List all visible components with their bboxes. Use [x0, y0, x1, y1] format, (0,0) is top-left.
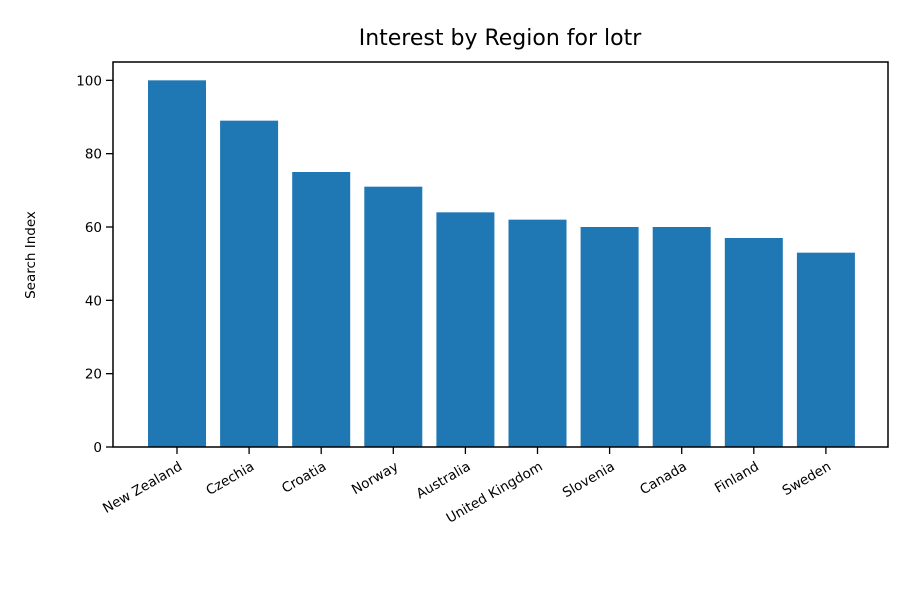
x-tick-label: Australia: [414, 459, 474, 503]
y-tick-label: 0: [93, 440, 102, 456]
x-tick-label: Norway: [349, 459, 401, 498]
bar-sweden: [796, 252, 855, 447]
x-tick-label: Finland: [712, 459, 762, 497]
x-tick-label: Sweden: [780, 459, 834, 500]
y-tick-label: 20: [85, 367, 102, 383]
y-tick-label: 100: [76, 73, 102, 89]
y-axis-label: Search Index: [23, 211, 39, 299]
x-tick-label: Canada: [637, 459, 689, 499]
plot-frame: [112, 61, 889, 448]
bars-group: [148, 80, 855, 448]
y-axis: 0 20 40 60 80 100: [76, 73, 113, 456]
y-tick-label: 60: [85, 220, 102, 236]
bar-canada: [652, 227, 711, 447]
chart-title: Interest by Region for lotr: [359, 26, 642, 51]
bar-australia: [436, 212, 495, 447]
bar-slovenia: [580, 227, 639, 447]
bar-czechia: [220, 120, 279, 448]
bar-united-kingdom: [508, 219, 567, 447]
bar-croatia: [292, 172, 351, 447]
x-tick-label: New Zealand: [100, 459, 185, 517]
x-tick-label: Czechia: [203, 459, 257, 499]
x-tick-label: Slovenia: [560, 459, 618, 502]
y-tick-label: 40: [85, 293, 102, 309]
bar-finland: [724, 238, 783, 447]
bar-norway: [364, 186, 423, 447]
y-tick-label: 80: [85, 147, 102, 163]
bar-new-zealand: [148, 80, 206, 447]
x-axis: New Zealand Czechia Croatia Norway Australia…: [100, 447, 834, 527]
x-tick-label: Croatia: [279, 459, 329, 497]
